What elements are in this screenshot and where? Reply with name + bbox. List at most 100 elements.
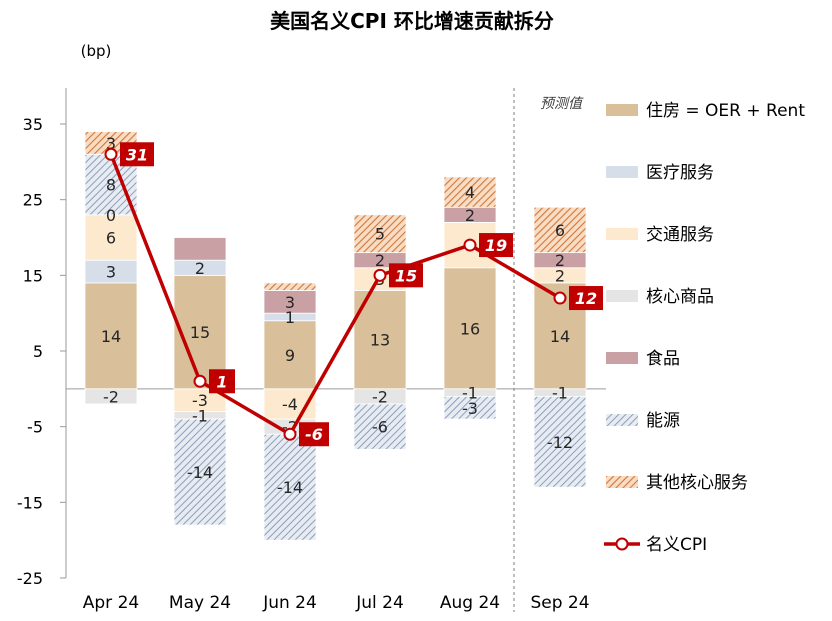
- cpi-value-label: 15: [395, 266, 417, 285]
- bar-segment-energy: [353, 403, 407, 450]
- legend-label-cpi: 名义CPI: [646, 535, 707, 555]
- bar-label-energy: -6: [372, 418, 388, 437]
- bar-segment-goods: [84, 388, 138, 405]
- legend-label-other: 其他核心服务: [646, 473, 748, 493]
- bar-segment-other: [263, 282, 317, 291]
- legend-swatch-goods: [606, 290, 638, 302]
- y-tick-label: 5: [33, 342, 43, 361]
- legend: 住房 = OER + Rent 医疗服务交通服务核心商品食品能源其他核心服务名义C…: [604, 101, 805, 555]
- bar-label-goods: -1: [192, 406, 208, 425]
- bar-label-food: 2: [465, 206, 475, 225]
- cpi-point: [104, 147, 118, 161]
- legend-swatch-medical: [606, 166, 638, 178]
- bar-segment-food: [173, 237, 227, 261]
- cpi-value-box: [389, 263, 423, 288]
- y-tick-label: -15: [17, 493, 43, 512]
- legend-label-housing: 住房 = OER + Rent: [646, 101, 805, 121]
- cpi-value-label: 1: [216, 372, 227, 391]
- bar-label-goods: -2: [372, 387, 388, 406]
- cpi-value-box: [120, 142, 154, 167]
- cpi-value-box: [299, 422, 329, 447]
- legend-swatch-food: [606, 352, 638, 364]
- legend-label-goods: 核心商品: [646, 287, 714, 307]
- x-tick-label: Jun 24: [262, 593, 317, 613]
- cpi-value-label: -6: [305, 425, 323, 444]
- bar-label-other: 4: [465, 183, 475, 202]
- chart-title: 美国名义CPI 环比增速贡献拆分: [270, 9, 554, 33]
- bar-label-goods: -2: [103, 387, 119, 406]
- bar-label-housing: 16: [460, 319, 480, 338]
- bar-label-goods: -1: [462, 384, 478, 403]
- cpi-value-box: [479, 233, 513, 258]
- bar-label-food: 0: [106, 206, 116, 225]
- bar-label-other: 3: [106, 134, 116, 153]
- cpi-point: [553, 291, 567, 305]
- x-tick-label: May 24: [169, 593, 231, 613]
- bar-label-food: 2: [375, 251, 385, 270]
- bar-label-housing: 14: [550, 327, 570, 346]
- legend-swatch-housing: [606, 104, 638, 116]
- bar-label-housing: 13: [370, 331, 390, 350]
- x-tick-label: Apr 24: [83, 593, 139, 613]
- y-tick-label: 25: [23, 191, 43, 210]
- y-tick-label: 35: [23, 115, 43, 134]
- legend-swatch-other: [606, 476, 638, 488]
- legend-label-medical: 医疗服务: [646, 163, 714, 183]
- legend-swatch-cpi-marker: [615, 537, 629, 551]
- bar-segment-other: [353, 214, 407, 254]
- bar-label-food: 3: [285, 293, 295, 312]
- bar-segment-energy: [443, 396, 497, 420]
- y-axis-ticks: 35 25 15 5 -5 -15 -25: [17, 115, 66, 588]
- legend-label-food: 食品: [646, 349, 680, 369]
- bar-label-transport: 6: [106, 229, 116, 248]
- cpi-value-label: 12: [575, 289, 597, 308]
- cpi-point: [463, 238, 477, 252]
- legend-label-transport: 交通服务: [646, 225, 714, 245]
- legend-swatch-transport: [606, 228, 638, 240]
- bar-label-transport: -4: [282, 395, 298, 414]
- bar-label-other: 6: [555, 221, 565, 240]
- bar-label-energy: -12: [547, 433, 573, 452]
- bar-label-transport: 2: [555, 266, 565, 285]
- bar-label-energy: -14: [277, 478, 303, 497]
- bar-label-other: 5: [375, 225, 385, 244]
- cpi-point: [283, 427, 297, 441]
- bar-label-medical: 1: [285, 308, 295, 327]
- bar-label-housing: 14: [101, 327, 121, 346]
- bar-label-food: 2: [555, 251, 565, 270]
- bar-label-housing: 9: [285, 346, 295, 365]
- bar-segment-housing: [84, 282, 138, 390]
- y-tick-label: -5: [27, 418, 43, 437]
- forecast-label: 预测值: [540, 96, 584, 112]
- y-axis-unit: (bp): [81, 42, 112, 60]
- bar-label-energy: -3: [462, 399, 478, 418]
- bar-label-medical: 3: [106, 263, 116, 282]
- cpi-value-box: [569, 286, 603, 311]
- bar-labels: 1436-2083152-3-1-1491-4-23-14133-22-6516…: [101, 134, 573, 497]
- bar-label-transport: -3: [192, 391, 208, 410]
- bar-segment-energy: [173, 418, 227, 526]
- cpi-point: [373, 268, 387, 282]
- cpi-value-label: 19: [485, 236, 507, 255]
- bar-segment-energy: [533, 396, 587, 488]
- cpi-value-label: 31: [126, 145, 148, 164]
- bar-segment-housing: [443, 267, 497, 390]
- bar-segment-other: [533, 206, 587, 254]
- stacked-bars: [84, 131, 587, 541]
- bar-segment-other: [443, 176, 497, 208]
- legend-swatch-energy: [606, 414, 638, 426]
- bar-segment-energy: [263, 433, 317, 541]
- cpi-value-box: [209, 369, 235, 394]
- cpi-point: [193, 374, 207, 388]
- bar-label-energy: 8: [106, 176, 116, 195]
- legend-label-energy: 能源: [646, 411, 680, 431]
- y-tick-label: 15: [23, 266, 43, 285]
- bar-label-goods: -1: [552, 384, 568, 403]
- y-tick-label: -25: [17, 569, 43, 588]
- x-axis-labels: Apr 24 May 24 Jun 24 Jul 24 Aug 24 Sep 24: [83, 593, 590, 613]
- bar-label-medical: 2: [195, 259, 205, 278]
- bar-label-energy: -14: [187, 463, 213, 482]
- x-tick-label: Aug 24: [440, 593, 500, 613]
